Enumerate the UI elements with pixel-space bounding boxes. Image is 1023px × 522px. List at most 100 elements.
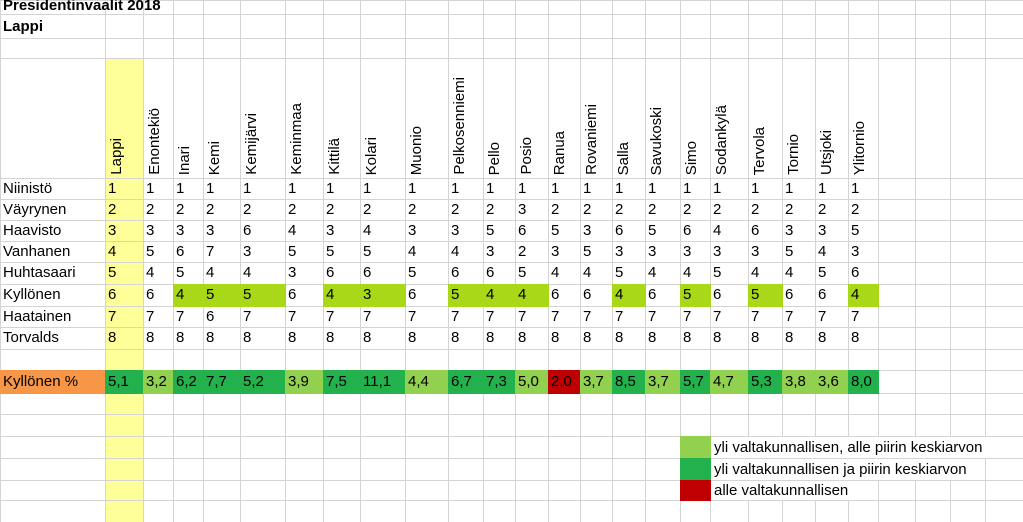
grid-line xyxy=(360,0,361,522)
grid-line xyxy=(515,0,516,522)
column-header: Ylitornio xyxy=(851,120,868,175)
legend-swatch xyxy=(680,458,711,481)
grid-line xyxy=(483,0,484,522)
rank-cell: 4 xyxy=(173,284,204,307)
percent-cell: 3,9 xyxy=(285,370,324,394)
rank-cell: 8 xyxy=(583,329,592,346)
rank-cell: 6 xyxy=(146,286,155,303)
rank-cell: 3 xyxy=(751,243,760,260)
legend-label: yli valtakunnallisen, alle piirin keskia… xyxy=(711,437,987,458)
rank-cell: 3 xyxy=(108,222,117,239)
percent-cell: 6,7 xyxy=(448,370,484,394)
grid-line xyxy=(878,0,879,522)
rank-cell: 3 xyxy=(243,243,252,260)
rank-cell: 6 xyxy=(108,286,117,303)
rank-cell: 5 xyxy=(551,222,560,239)
rank-cell: 1 xyxy=(146,180,155,197)
grid-line xyxy=(748,0,749,522)
rank-cell: 1 xyxy=(408,180,417,197)
grid-line xyxy=(782,0,783,522)
rank-cell: 3 xyxy=(176,222,185,239)
rank-cell: 6 xyxy=(326,264,335,281)
rank-cell: 3 xyxy=(518,201,527,218)
grid-line xyxy=(240,0,241,522)
rank-cell: 2 xyxy=(583,201,592,218)
rank-cell: 2 xyxy=(206,201,215,218)
grid-line xyxy=(0,500,1023,501)
rank-cell: 2 xyxy=(243,201,252,218)
column-header: Ranua xyxy=(551,130,568,175)
rank-cell: 3 xyxy=(615,243,624,260)
grid-line xyxy=(848,0,849,522)
rank-cell: 7 xyxy=(486,308,495,325)
grid-line xyxy=(0,0,1,522)
rank-cell: 4 xyxy=(785,264,794,281)
rank-cell: 2 xyxy=(176,201,185,218)
rank-cell: 5 xyxy=(713,264,722,281)
percent-cell: 4,7 xyxy=(710,370,749,394)
rank-cell: 7 xyxy=(108,308,117,325)
rank-cell: 8 xyxy=(818,329,827,346)
rank-cell: 3 xyxy=(288,264,297,281)
rank-cell: 5 xyxy=(363,243,372,260)
rank-cell: 2 xyxy=(518,243,527,260)
rank-cell: 8 xyxy=(785,329,794,346)
rank-cell: 8 xyxy=(751,329,760,346)
percent-label: Kyllönen % xyxy=(0,370,106,394)
rank-cell: 1 xyxy=(108,180,117,197)
rank-cell: 7 xyxy=(363,308,372,325)
rank-cell: 1 xyxy=(818,180,827,197)
rank-cell: 1 xyxy=(683,180,692,197)
rank-cell: 6 xyxy=(818,286,827,303)
rank-cell: 6 xyxy=(683,222,692,239)
rank-cell: 8 xyxy=(363,329,372,346)
legend-swatch xyxy=(680,436,711,459)
rank-cell: 4 xyxy=(683,264,692,281)
row-label: Torvalds xyxy=(3,329,59,346)
rank-cell: 3 xyxy=(486,243,495,260)
column-header: Enontekiö xyxy=(146,108,163,175)
rank-cell: 2 xyxy=(486,201,495,218)
rank-cell: 6 xyxy=(648,286,657,303)
rank-cell: 3 xyxy=(326,222,335,239)
column-header: Inari xyxy=(176,145,193,175)
rank-cell: 4 xyxy=(612,284,646,307)
rank-cell: 5 xyxy=(785,243,794,260)
row-label: Niinistö xyxy=(3,180,53,197)
rank-cell: 7 xyxy=(615,308,624,325)
grid-line xyxy=(612,0,613,522)
rank-cell: 4 xyxy=(848,284,879,307)
rank-cell: 6 xyxy=(363,264,372,281)
rank-cell: 3 xyxy=(583,222,592,239)
rank-cell: 7 xyxy=(146,308,155,325)
column-header: Pelkosenniemi xyxy=(451,77,468,175)
rank-cell: 4 xyxy=(288,222,297,239)
rank-cell: 1 xyxy=(363,180,372,197)
grid-line xyxy=(915,0,916,522)
column-header: Tervola xyxy=(751,126,768,175)
rank-cell: 4 xyxy=(483,284,516,307)
grid-line xyxy=(710,0,711,522)
rank-cell: 4 xyxy=(408,243,417,260)
grid-line xyxy=(815,0,816,522)
percent-cell: 7,5 xyxy=(323,370,361,394)
column-header: Lappi xyxy=(108,138,125,175)
rank-cell: 1 xyxy=(243,180,252,197)
rank-cell: 6 xyxy=(486,264,495,281)
rank-cell: 2 xyxy=(451,201,460,218)
percent-cell: 4,4 xyxy=(405,370,449,394)
rank-cell: 3 xyxy=(851,243,860,260)
grid-line xyxy=(285,0,286,522)
rank-cell: 6 xyxy=(206,308,215,325)
rank-cell: 2 xyxy=(751,201,760,218)
percent-cell: 6,2 xyxy=(173,370,204,394)
grid-line xyxy=(0,436,1023,437)
rank-cell: 2 xyxy=(818,201,827,218)
rank-cell: 7 xyxy=(518,308,527,325)
rank-cell: 3 xyxy=(408,222,417,239)
rank-cell: 8 xyxy=(243,329,252,346)
rank-cell: 5 xyxy=(818,264,827,281)
percent-cell: 3,8 xyxy=(782,370,816,394)
column-header: Posio xyxy=(518,137,535,175)
rank-cell: 5 xyxy=(146,243,155,260)
